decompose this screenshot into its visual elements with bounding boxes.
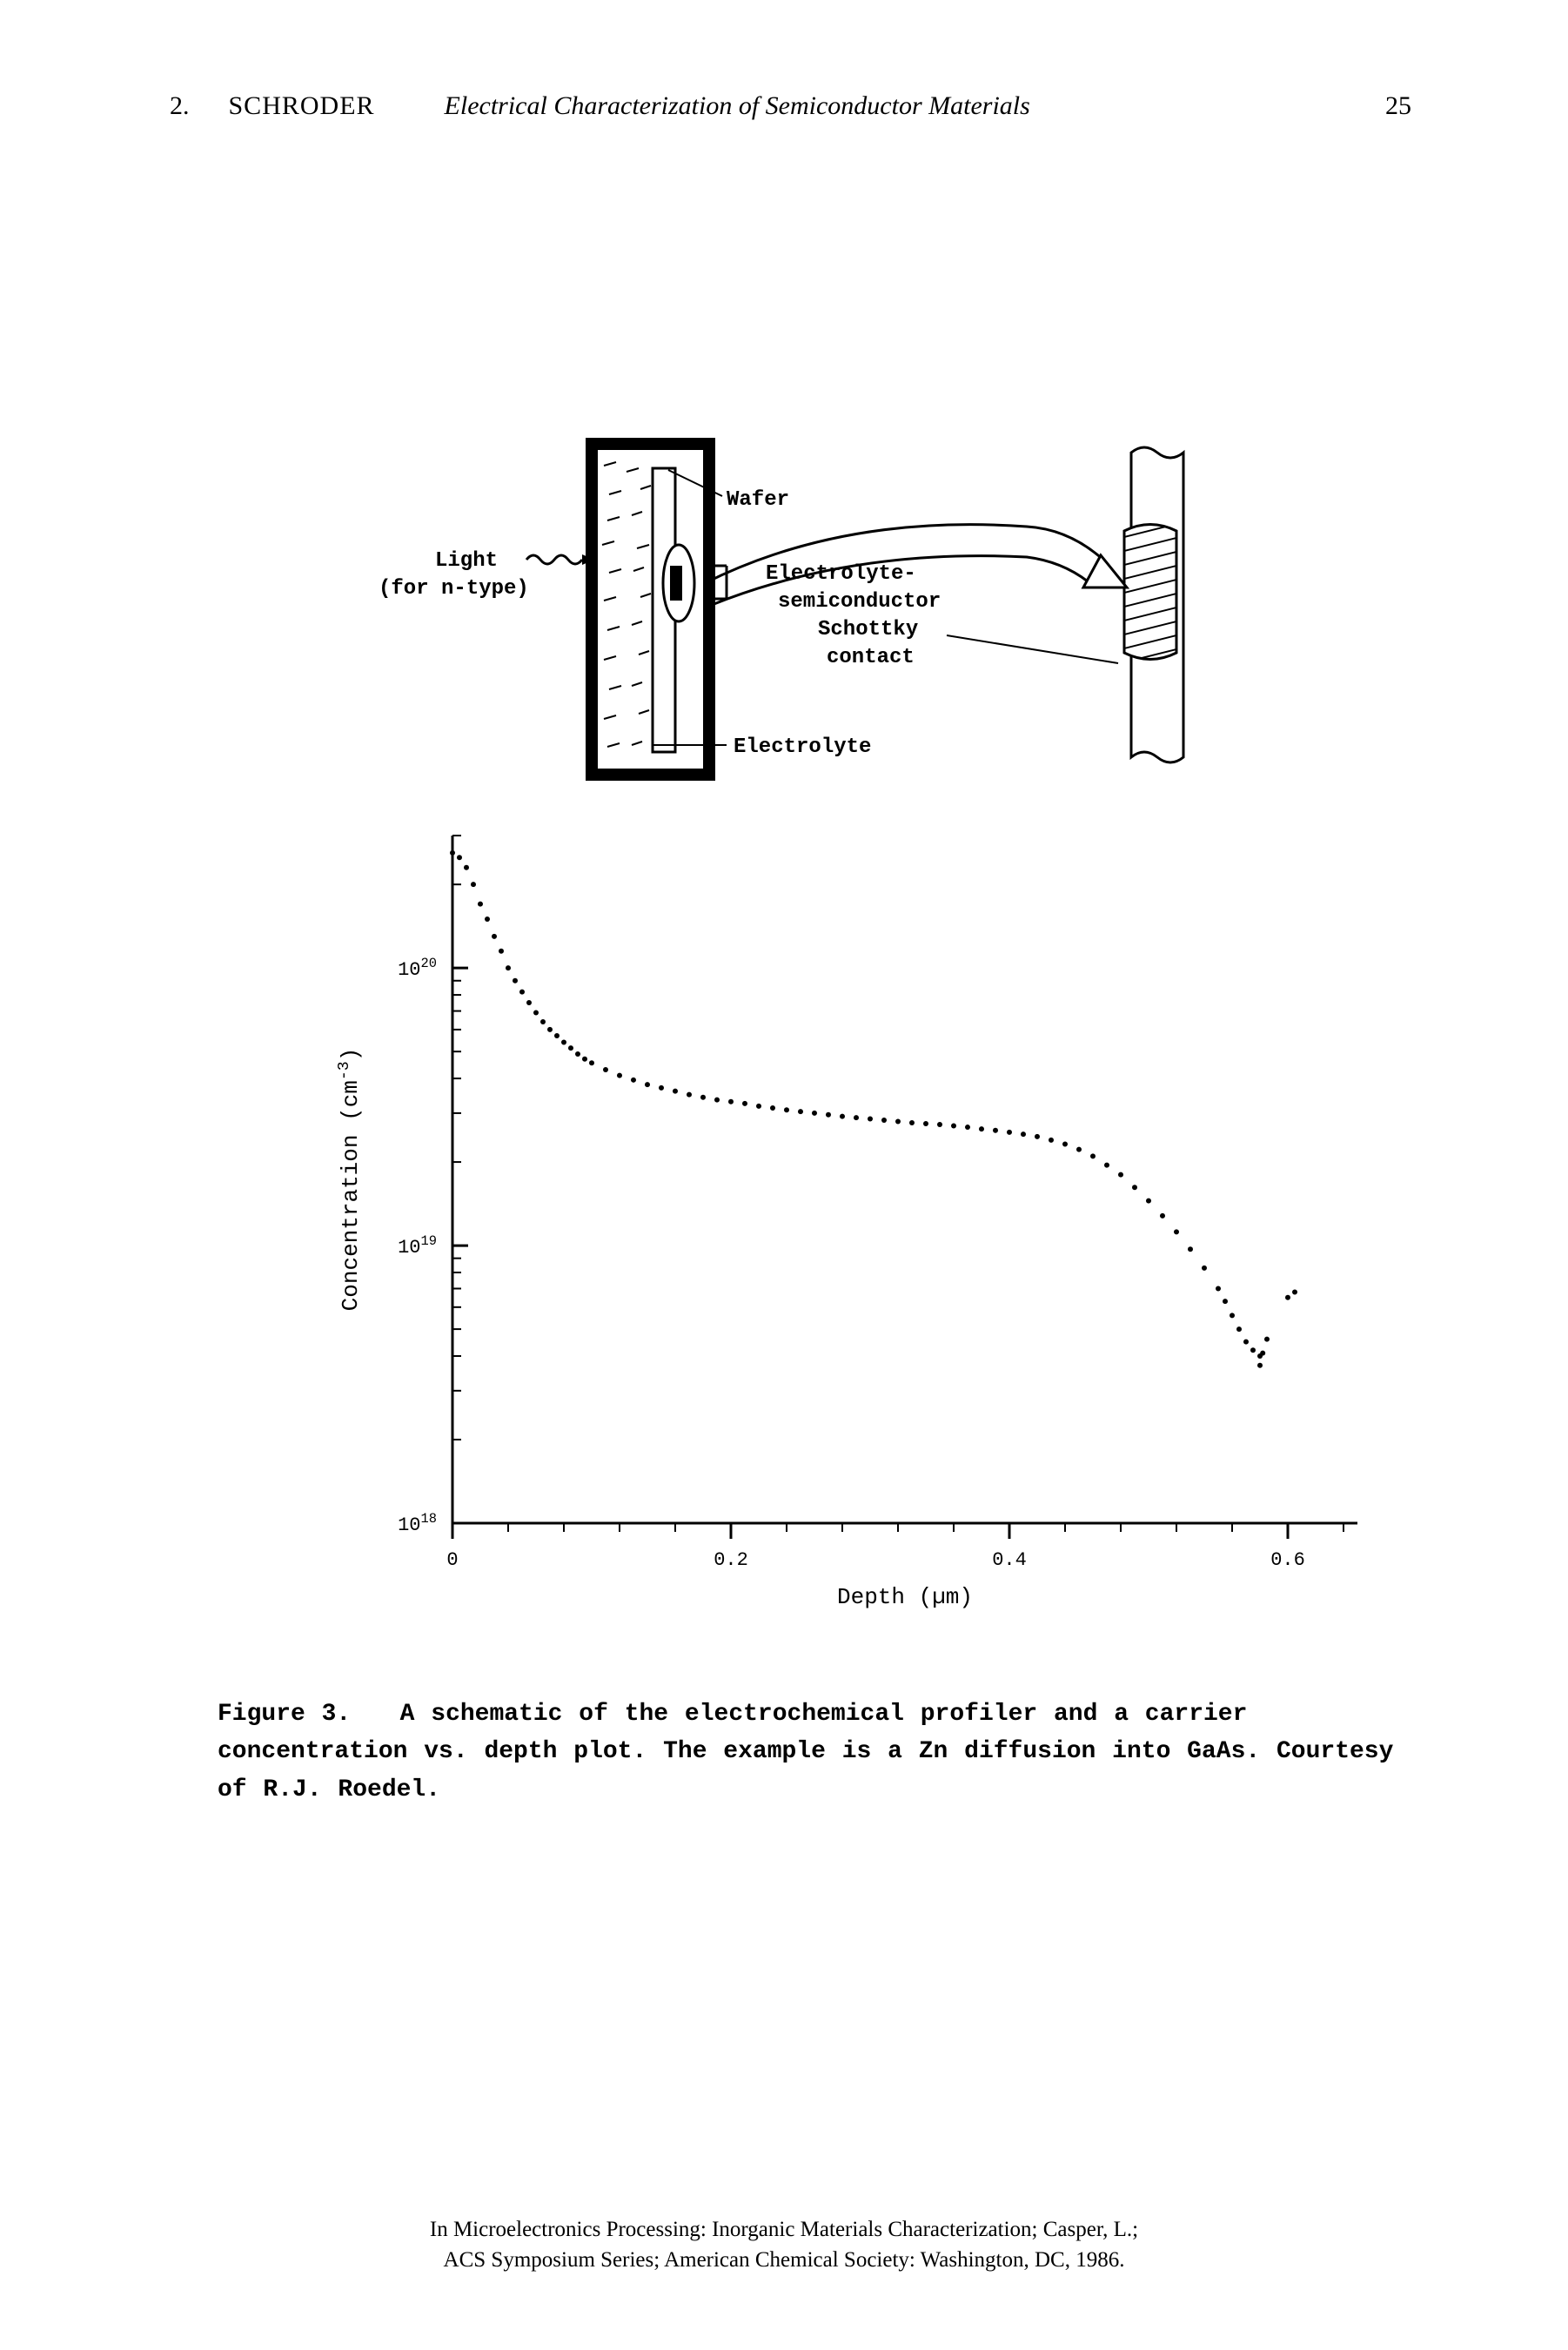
svg-text:1018: 1018 — [398, 1511, 437, 1536]
svg-text:1019: 1019 — [398, 1233, 437, 1259]
caption-text: A schematic of the electrochemical profi… — [218, 1701, 1393, 1803]
footer-line1: In Microelectronics Processing: Inorgani… — [0, 2214, 1568, 2245]
label-light: Light — [435, 549, 498, 573]
svg-text:Concentration (cm-3): Concentration (cm-3) — [336, 1048, 364, 1312]
svg-text:0.6: 0.6 — [1270, 1549, 1305, 1571]
schematic-diagram: Light (for n-type) Wafer Electrolyte Ele… — [305, 418, 1349, 801]
figure-container: Light (for n-type) Wafer Electrolyte Ele… — [174, 418, 1479, 1619]
page-header: 2. SCHRODER Electrical Characterization … — [0, 91, 1568, 121]
author-name: SCHRODER — [229, 91, 375, 121]
svg-text:0: 0 — [446, 1549, 458, 1571]
svg-text:Depth (µm): Depth (µm) — [837, 1584, 973, 1610]
label-es3: Schottky — [818, 618, 918, 641]
label-es4: contact — [827, 646, 915, 669]
footer-line2: ACS Symposium Series; American Chemical … — [0, 2245, 1568, 2275]
concentration-depth-plot: 0 0.2 0.4 0.6 Depth (µm) 1018 1019 1020 Concentr… — [261, 818, 1392, 1619]
figure-label: Figure 3. — [218, 1701, 351, 1728]
label-es1: Electrolyte- — [766, 562, 916, 586]
chapter-title: Electrical Characterization of Semicondu… — [445, 91, 1030, 121]
label-electrolyte: Electrolyte — [734, 735, 871, 759]
chapter-number: 2. — [170, 91, 190, 121]
svg-text:1020: 1020 — [398, 956, 437, 981]
svg-text:0.2: 0.2 — [714, 1549, 748, 1571]
page-footer: In Microelectronics Processing: Inorgani… — [0, 2214, 1568, 2275]
label-light-note: (for n-type) — [379, 577, 529, 601]
label-es2: semiconductor — [778, 590, 941, 614]
svg-text:0.4: 0.4 — [992, 1549, 1027, 1571]
label-wafer: Wafer — [727, 488, 789, 512]
figure-caption: Figure 3. A schematic of the electrochem… — [218, 1695, 1401, 1809]
page-number: 25 — [1385, 91, 1411, 121]
